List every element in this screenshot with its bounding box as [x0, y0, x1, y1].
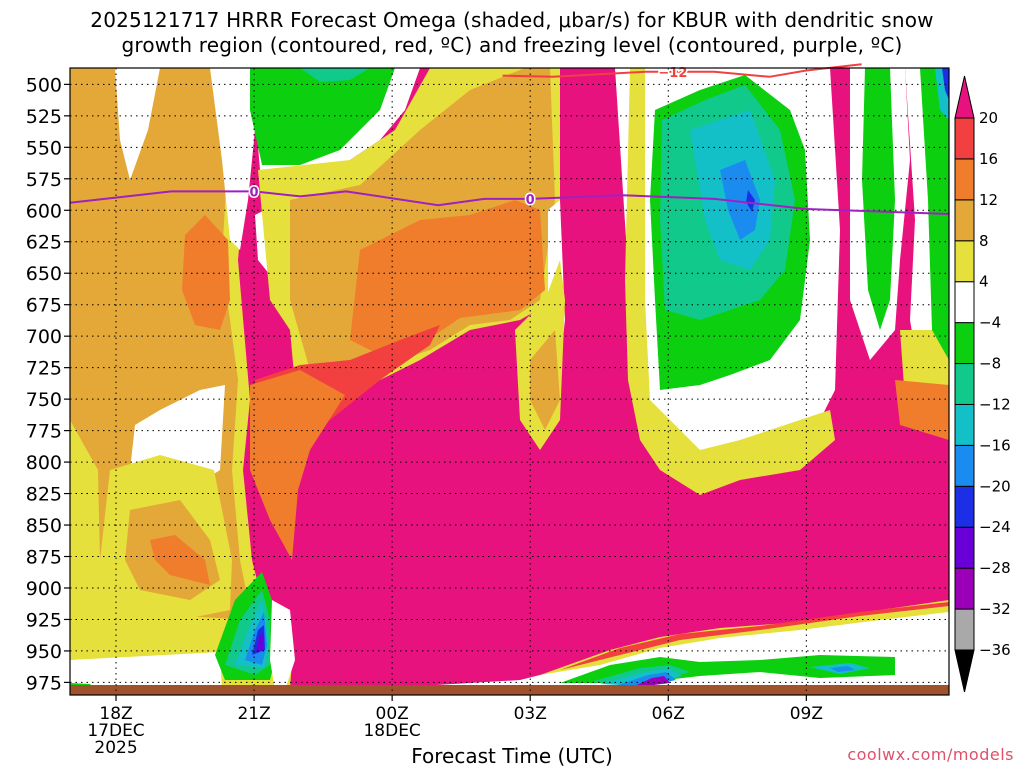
- colorbar-label-9: −20: [979, 477, 1011, 495]
- shade-bottom-lblue: [615, 672, 676, 688]
- colorbar: 20 16 12 8 4 −4 −8 −12 −16 −20 −24 −28 −32 −36: [954, 75, 1011, 693]
- colorbar-swatch-3: [954, 485, 975, 528]
- shade-ll-white: [270, 600, 295, 690]
- colorbar-label-4: 4: [979, 273, 989, 291]
- shade-bottom-yellow: [540, 600, 949, 675]
- colorbar-swatch-min: [954, 649, 975, 693]
- plot-area: [70, 68, 949, 695]
- y-tick-label-900: 900: [26, 578, 62, 600]
- x-tick-label-03Z: 03Z: [514, 704, 547, 724]
- shade-ll-vio: [256, 634, 264, 652]
- y-tick-label-775: 775: [26, 421, 62, 443]
- shade-bottom-red: [560, 602, 949, 670]
- colorbar-swatch-1: [954, 567, 975, 610]
- y-tick-label-850: 850: [26, 515, 62, 537]
- colorbar-swatch-11: [954, 158, 975, 201]
- colorbar-label-0: 20: [979, 109, 998, 127]
- shade-right-green-2: [862, 68, 895, 330]
- shade-mid-orange-2: [250, 370, 345, 560]
- x-tick-label-06Z: 06Z: [652, 704, 685, 724]
- y-tick-label-925: 925: [26, 609, 62, 631]
- y-tick-label-575: 575: [26, 169, 62, 191]
- x-tick-label-00Z: 00Z: [376, 704, 409, 724]
- colorbar-swatch-4: [954, 444, 975, 487]
- colorbar-label-7: −12: [979, 395, 1011, 413]
- shade-bottom-right-lblue: [830, 666, 855, 672]
- shade-left-orange-mid: [182, 215, 230, 330]
- colorbar-swatch-6: [954, 363, 975, 405]
- x-tick-year-18Z: 2025: [94, 738, 137, 758]
- y-axis: 500 525 550 575 600 625 650 675 700 725 750 775 800 8…: [26, 74, 70, 694]
- colorbar-label-8: −16: [979, 436, 1011, 454]
- y-tick-label-550: 550: [26, 137, 62, 159]
- colorbar-swatch-9: [954, 240, 975, 283]
- shade-mid-orange: [350, 200, 545, 355]
- shade-03z-gold: [530, 330, 560, 430]
- shade-white-topleft: [115, 68, 160, 180]
- colorbar-label-13: −36: [979, 641, 1011, 659]
- shade-right-lblue: [720, 160, 760, 240]
- x-axis-label: Forecast Time (UTC): [411, 744, 613, 768]
- colorbar-swatch-5: [954, 403, 975, 446]
- x-tick-label-18Z: 18Z: [99, 704, 132, 724]
- chart-title: 2025121717 HRRR Forecast Omega (shaded, …: [0, 8, 1024, 58]
- freezing-level-contour-label-1: 0: [526, 193, 535, 208]
- contour-lines: 0 0 −12: [69, 63, 950, 215]
- y-tick-label-675: 675: [26, 295, 62, 317]
- y-tick-label-625: 625: [26, 232, 62, 254]
- colorbar-label-3: 8: [979, 232, 989, 250]
- y-tick-label-725: 725: [26, 358, 62, 380]
- x-tick-date-00Z: 18DEC: [363, 721, 420, 741]
- colorbar-swatch-10: [954, 199, 975, 242]
- shade-sea-upper: [300, 68, 370, 82]
- colorbar-swatch-7: [954, 322, 975, 365]
- credit-text: coolwx.com/models: [847, 745, 1014, 764]
- y-tick-label-975: 975: [26, 672, 62, 694]
- colorbar-label-2: 12: [979, 191, 998, 209]
- colorbar-swatch-max: [954, 75, 975, 119]
- x-tick-date-18Z: 17DEC: [87, 721, 144, 741]
- shade-right-edge-orange: [895, 380, 949, 440]
- title-line-1: 2025121717 HRRR Forecast Omega (shaded, …: [90, 8, 934, 32]
- colorbar-swatch-12: [954, 117, 975, 160]
- colorbar-label-5: −4: [979, 314, 1001, 332]
- title-line-2: growth region (contoured, red, ºC) and f…: [121, 33, 903, 57]
- colorbar-label-1: 16: [979, 150, 998, 168]
- grid-lines: [70, 68, 949, 695]
- colorbar-label-6: −8: [979, 355, 1001, 373]
- shade-bottom-teal: [600, 668, 682, 686]
- y-tick-label-750: 750: [26, 389, 62, 411]
- dgz-minus12-contour-label-0: −12: [658, 66, 687, 81]
- y-tick-label-825: 825: [26, 484, 62, 506]
- y-tick-label-950: 950: [26, 641, 62, 663]
- x-tick-label-09Z: 09Z: [790, 704, 823, 724]
- colorbar-label-11: −28: [979, 559, 1011, 577]
- dgz-minus12-contour-line: [502, 63, 862, 78]
- y-tick-label-525: 525: [26, 106, 62, 128]
- terrain-ground: [70, 685, 949, 695]
- y-tick-label-600: 600: [26, 200, 62, 222]
- colorbar-swatch-2: [954, 526, 975, 569]
- shade-white-top2: [210, 68, 258, 250]
- shade-left-white-2: [70, 652, 222, 690]
- shade-right-yellow-ring: [625, 68, 835, 495]
- y-tick-label-700: 700: [26, 326, 62, 348]
- shade-right-blue: [746, 190, 755, 212]
- plot-frame: [69, 67, 950, 696]
- colorbar-label-10: −24: [979, 518, 1011, 536]
- y-tick-label-875: 875: [26, 547, 62, 569]
- freezing-level-contour-line: [69, 190, 950, 215]
- y-tick-label-800: 800: [26, 452, 62, 474]
- freezing-level-contour-label-0: 0: [250, 185, 259, 200]
- colorbar-swatch-8: [954, 281, 975, 324]
- y-tick-label-650: 650: [26, 263, 62, 285]
- shade-green-upper: [250, 68, 395, 165]
- colorbar-swatch-0: [954, 608, 975, 651]
- colorbar-label-12: −32: [979, 600, 1011, 618]
- shade-left-orange-low: [150, 535, 210, 585]
- x-tick-label-21Z: 21Z: [237, 704, 270, 724]
- y-tick-label-500: 500: [26, 74, 62, 96]
